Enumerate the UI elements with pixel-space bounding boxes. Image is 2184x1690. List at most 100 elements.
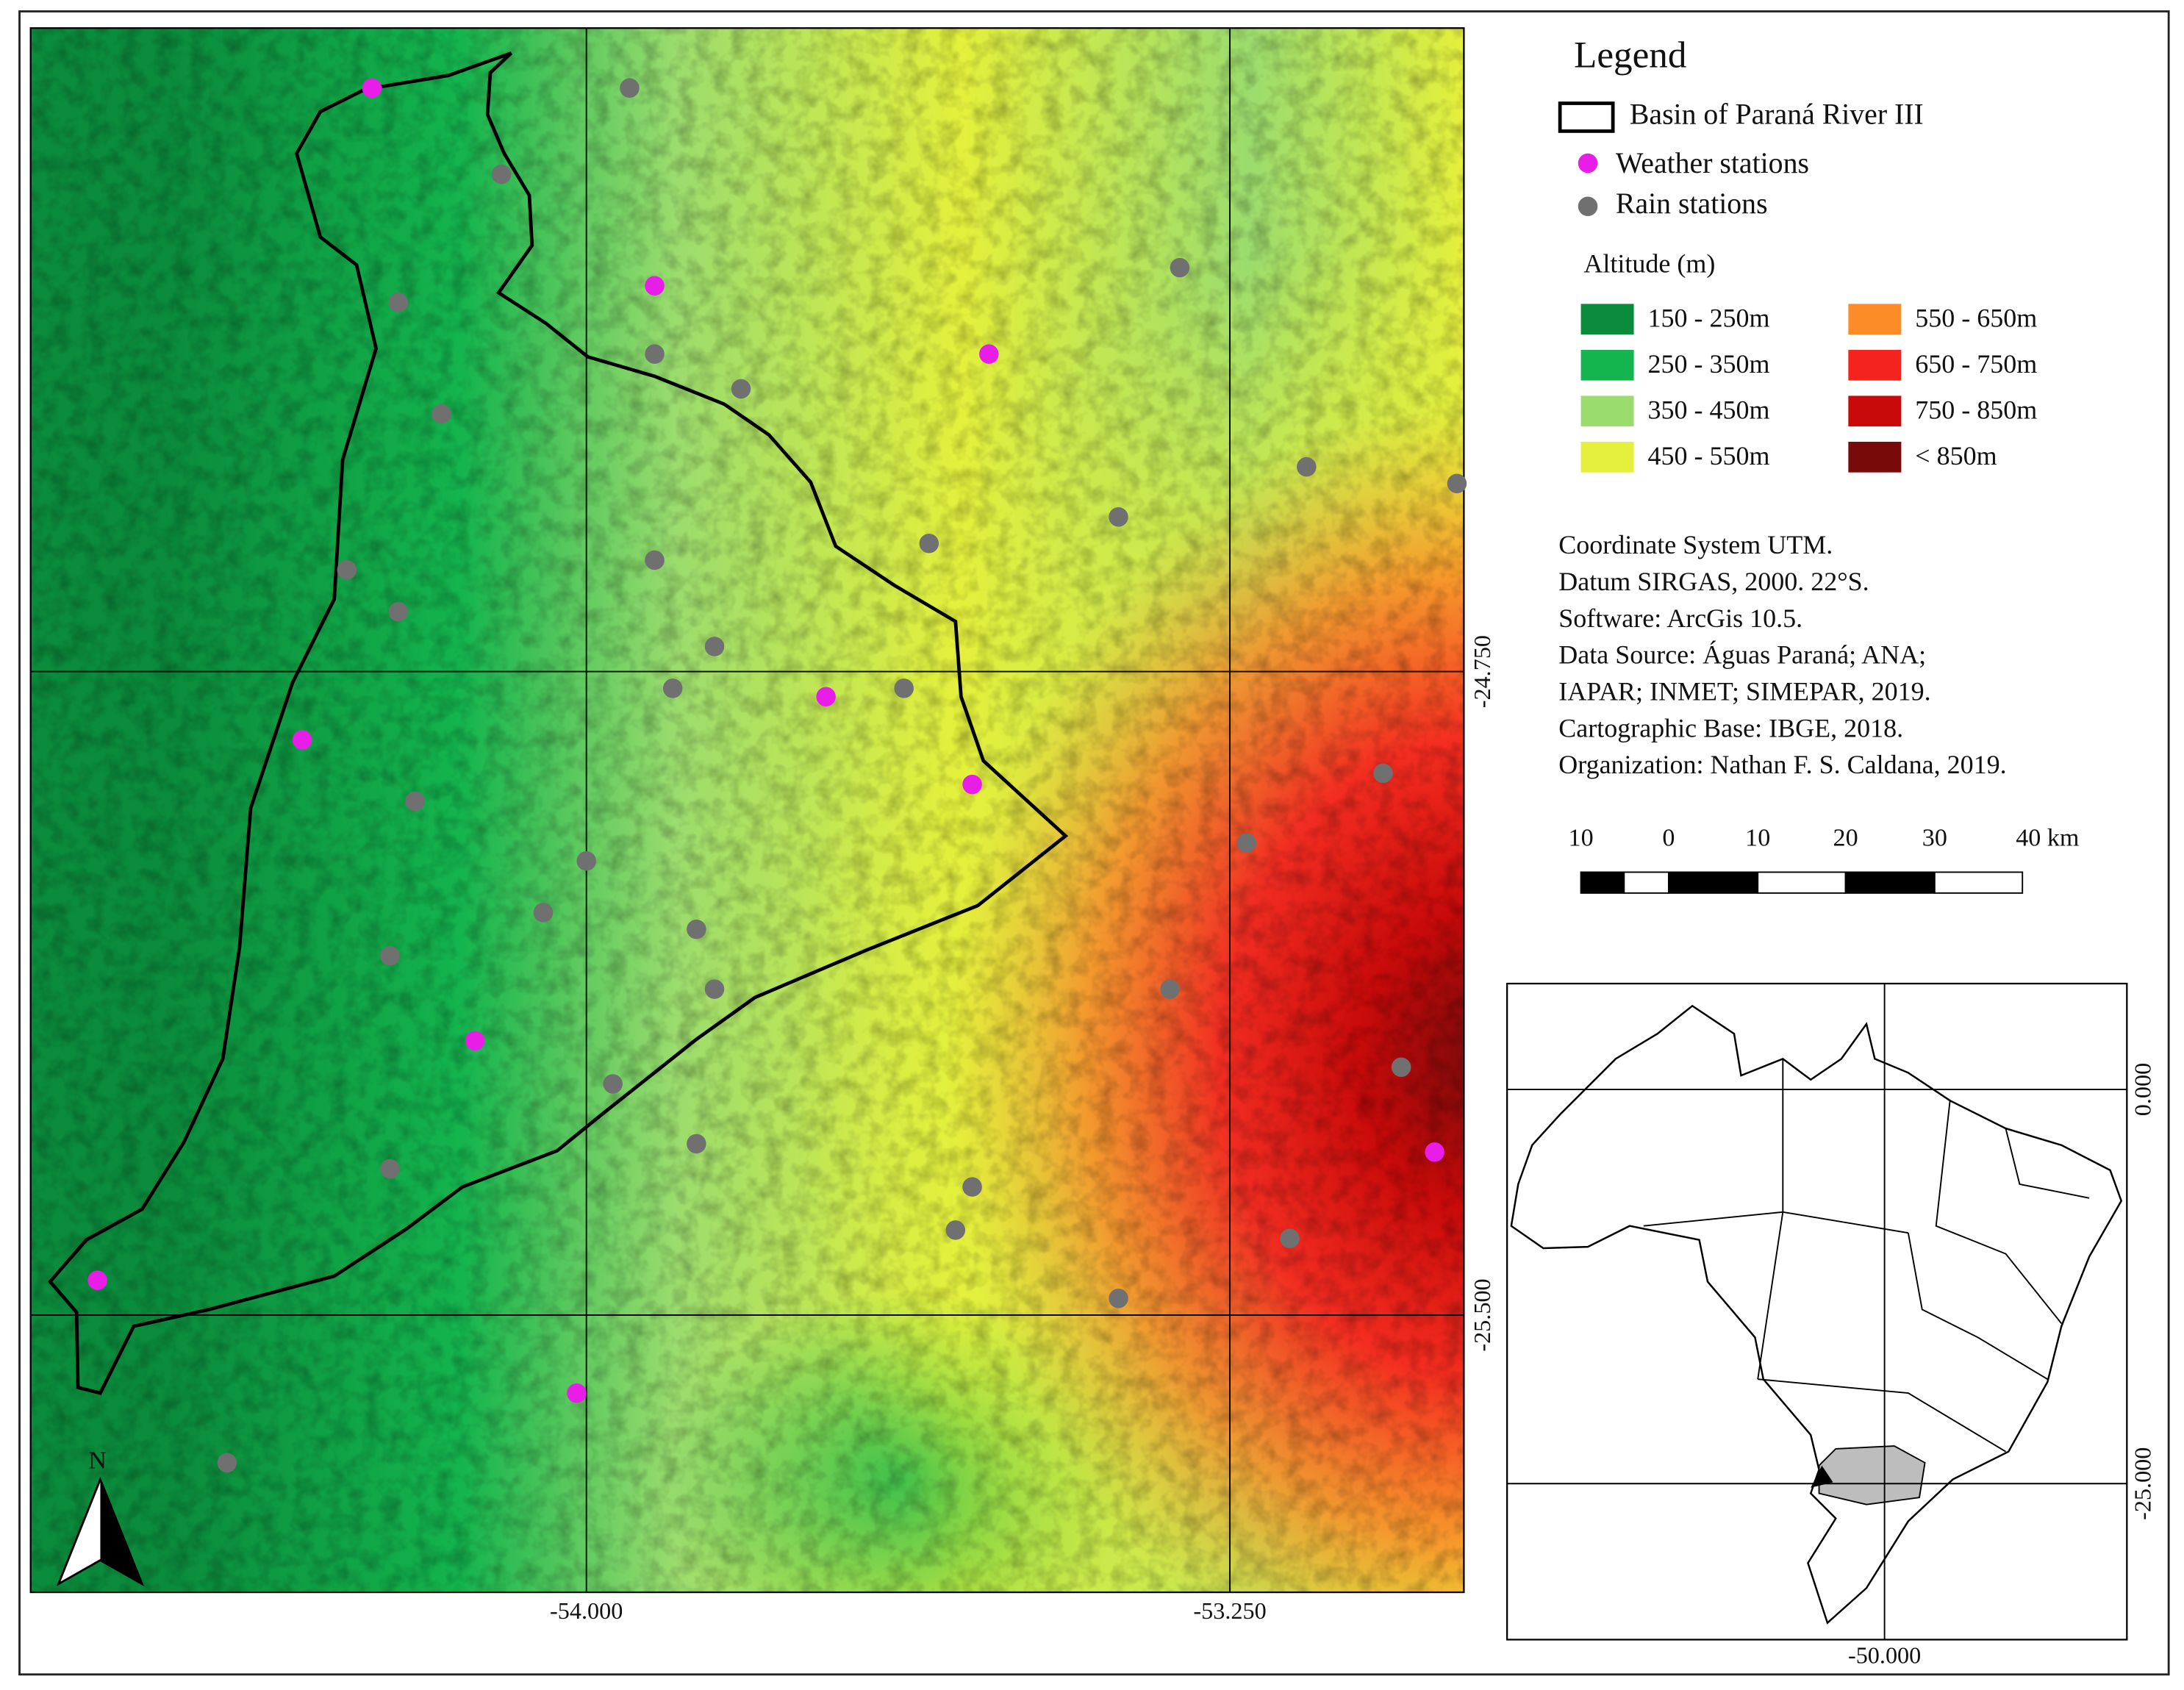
legend-class-label: 650 - 750m xyxy=(1915,349,2037,379)
rain-station xyxy=(1447,473,1467,494)
state-border xyxy=(2005,1128,2090,1199)
scale-label: 10 xyxy=(1745,825,1770,852)
rain-station xyxy=(576,851,596,871)
legend-swatch xyxy=(1580,349,1634,381)
map-info: Coordinate System UTM. xyxy=(1558,530,1833,559)
rain-station xyxy=(1280,1228,1300,1249)
inset-x-label: -50.000 xyxy=(1848,1641,1921,1668)
legend-class-label: 250 - 350m xyxy=(1648,349,1770,379)
scale-segment xyxy=(1623,871,1669,894)
weather-station xyxy=(962,774,982,795)
rain-station xyxy=(704,637,725,656)
weather-station xyxy=(292,730,312,750)
rain-station xyxy=(894,678,914,698)
map-info: Software: ArcGis 10.5. xyxy=(1558,604,1802,633)
state-border xyxy=(1758,1378,2006,1453)
legend-class-label: 750 - 850m xyxy=(1915,395,2037,424)
y-coordinate-label: -24.750 xyxy=(1469,635,1495,708)
rain-station xyxy=(603,1074,623,1094)
map-info: Cartographic Base: IBGE, 2018. xyxy=(1558,713,1903,742)
rain-station xyxy=(388,601,409,622)
legend-swatch xyxy=(1580,304,1634,335)
terrain xyxy=(30,28,1464,1593)
rain-station xyxy=(687,919,706,939)
weather-station xyxy=(1425,1142,1444,1162)
rain-station xyxy=(337,560,357,580)
rain-station xyxy=(1160,979,1180,999)
rain-station xyxy=(1391,1057,1411,1077)
x-coordinate-label: -53.250 xyxy=(1193,1597,1266,1624)
scale-segment xyxy=(1580,871,1625,894)
terrain-texture xyxy=(30,28,1464,1593)
inset-y-label: 0.000 xyxy=(2129,1063,2155,1116)
map-overlay: -54.000 -53.250 -24.750 -25.500 N Legend Basin… xyxy=(29,27,2155,1668)
rain-station xyxy=(533,903,554,923)
parana-state xyxy=(1818,1445,1926,1505)
legend-label: Weather stations xyxy=(1616,147,1809,179)
weather-station xyxy=(816,687,836,706)
legend-class-label: 150 - 250m xyxy=(1648,303,1770,332)
rain-station xyxy=(962,1177,982,1197)
rain-station xyxy=(1373,763,1393,784)
weather-station xyxy=(567,1383,587,1403)
legend-label: Rain stations xyxy=(1616,187,1768,220)
state-border xyxy=(1907,1233,2048,1380)
scale-segment xyxy=(1757,871,1847,894)
rain-station xyxy=(217,1453,237,1473)
legend-weather-symbol xyxy=(1578,153,1598,173)
study-basin xyxy=(1811,1465,1833,1488)
rain-station xyxy=(919,534,939,554)
rain-station xyxy=(1109,1288,1128,1308)
state-border xyxy=(1757,1059,1784,1380)
rain-station xyxy=(1109,507,1128,527)
legend-title: Legend xyxy=(1574,35,1686,76)
map-frame xyxy=(29,27,1465,1594)
map-info: Organization: Nathan F. S. Caldana, 2019… xyxy=(1558,750,2006,779)
brazil-outline xyxy=(1510,1004,2123,1625)
rain-station xyxy=(432,404,451,424)
rain-station xyxy=(645,550,665,570)
map-info: Datum SIRGAS, 2000. 22°S. xyxy=(1558,567,1869,596)
legend-swatch xyxy=(1848,304,1902,335)
scale-label: 20 xyxy=(1833,825,1858,852)
scale-label: 10 xyxy=(1569,825,1594,852)
legend-class-label: 450 - 550m xyxy=(1648,441,1770,470)
north-label: N xyxy=(88,1447,107,1475)
rain-station xyxy=(620,78,640,98)
scale-label: 40 km xyxy=(2016,825,2079,852)
legend-swatch xyxy=(1580,441,1634,473)
legend-basin-symbol xyxy=(1558,101,1615,133)
y-coordinate-label: -25.500 xyxy=(1469,1278,1495,1351)
map-info: IAPAR; INMET; SIMEPAR, 2019. xyxy=(1558,677,1930,706)
x-coordinate-label: -54.000 xyxy=(550,1597,623,1624)
scale-label: 30 xyxy=(1922,825,1947,852)
rain-station xyxy=(662,678,683,698)
rain-station xyxy=(1297,456,1317,477)
rain-station xyxy=(645,344,665,364)
scale-segment xyxy=(1844,871,1936,894)
rain-station xyxy=(388,293,409,312)
legend-class-label: 550 - 650m xyxy=(1915,303,2037,332)
legend-subtitle: Altitude (m) xyxy=(1583,248,1715,278)
basin-boundary xyxy=(48,51,1069,1395)
weather-station xyxy=(465,1031,485,1050)
rain-station xyxy=(405,791,425,812)
rain-station xyxy=(687,1134,706,1154)
rain-station xyxy=(380,1159,400,1179)
legend-class-label: < 850m xyxy=(1915,441,1997,470)
state-border xyxy=(1935,1100,2062,1324)
legend-rain-symbol xyxy=(1578,196,1598,217)
weather-station xyxy=(362,78,382,98)
scale-label: 0 xyxy=(1662,825,1675,852)
legend-swatch xyxy=(1848,349,1902,381)
rain-station xyxy=(1236,833,1257,853)
weather-station xyxy=(87,1270,107,1290)
inset-y-label: -25.000 xyxy=(2129,1447,2155,1520)
rain-station xyxy=(731,379,751,399)
legend-swatch xyxy=(1580,395,1634,427)
rain-station xyxy=(1170,257,1190,278)
weather-station xyxy=(645,276,665,296)
rain-station xyxy=(704,979,725,999)
weather-station xyxy=(979,344,999,364)
